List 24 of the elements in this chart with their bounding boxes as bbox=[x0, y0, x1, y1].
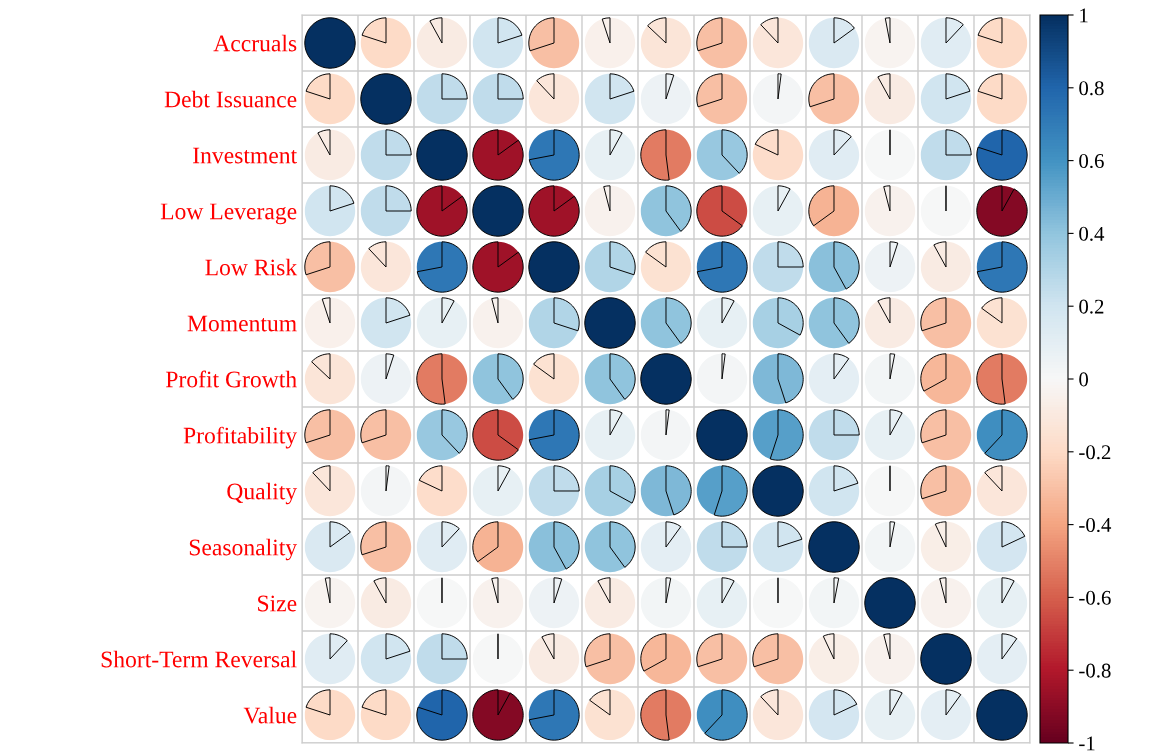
y-tick-label: Value bbox=[243, 706, 297, 724]
color-bar-label: 1 bbox=[1080, 8, 1088, 23]
y-tick-label: Short-Term Reversal bbox=[101, 650, 297, 668]
y-tick-label: Momentum bbox=[187, 315, 297, 332]
color-bar-label: 0 bbox=[1079, 372, 1089, 387]
color-bar-label: 0.8 bbox=[1079, 81, 1104, 96]
y-tick-label: Profit Growth bbox=[166, 370, 297, 388]
y-tick-label: Investment bbox=[193, 147, 297, 164]
color-bar-label: 0.6 bbox=[1079, 153, 1104, 169]
y-tick-label: Low Risk bbox=[205, 258, 298, 276]
y-tick-label: Quality bbox=[227, 482, 298, 505]
y-tick-label: Size bbox=[258, 595, 297, 612]
y-tick-label: Accruals bbox=[213, 34, 297, 52]
y-tick-label: Profitability bbox=[183, 426, 298, 449]
color-bar-label: -0.6 bbox=[1079, 590, 1111, 605]
y-tick-label: Seasonality bbox=[189, 538, 298, 561]
color-bar-label: -0.4 bbox=[1079, 517, 1112, 533]
y-tick-label: Low Leverage bbox=[160, 203, 297, 225]
color-bar-label: 0.2 bbox=[1079, 299, 1104, 314]
color-bar-label: -0.8 bbox=[1079, 663, 1111, 678]
color-bar-label: 0.4 bbox=[1079, 226, 1105, 241]
y-tick-label: Debt Issuance bbox=[164, 90, 297, 108]
color-bar-label: -0.2 bbox=[1079, 445, 1111, 460]
color-bar-label: -1 bbox=[1079, 736, 1095, 751]
